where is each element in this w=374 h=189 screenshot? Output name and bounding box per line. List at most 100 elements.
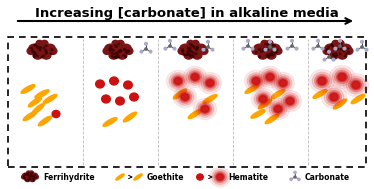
Ellipse shape xyxy=(247,45,249,47)
Ellipse shape xyxy=(202,106,209,112)
Ellipse shape xyxy=(275,52,276,53)
Ellipse shape xyxy=(276,77,290,89)
Ellipse shape xyxy=(171,75,185,87)
Ellipse shape xyxy=(251,88,275,110)
Ellipse shape xyxy=(33,51,34,53)
Ellipse shape xyxy=(128,50,129,51)
Ellipse shape xyxy=(261,40,268,46)
Ellipse shape xyxy=(340,49,341,50)
Ellipse shape xyxy=(251,47,254,50)
Ellipse shape xyxy=(264,48,267,51)
Ellipse shape xyxy=(273,48,276,51)
Ellipse shape xyxy=(116,57,117,58)
Ellipse shape xyxy=(266,74,274,80)
Ellipse shape xyxy=(317,45,319,47)
Ellipse shape xyxy=(33,56,35,57)
Ellipse shape xyxy=(267,48,268,49)
Ellipse shape xyxy=(278,78,288,88)
Ellipse shape xyxy=(336,55,337,56)
Ellipse shape xyxy=(202,48,205,51)
Ellipse shape xyxy=(145,48,147,50)
Ellipse shape xyxy=(361,40,363,43)
Ellipse shape xyxy=(259,46,275,57)
Ellipse shape xyxy=(269,46,271,48)
Ellipse shape xyxy=(327,49,328,50)
Ellipse shape xyxy=(110,47,111,48)
Ellipse shape xyxy=(256,93,270,105)
Ellipse shape xyxy=(115,57,117,58)
Ellipse shape xyxy=(346,76,366,94)
Ellipse shape xyxy=(275,106,282,112)
Ellipse shape xyxy=(323,58,326,61)
Ellipse shape xyxy=(102,95,110,103)
Ellipse shape xyxy=(33,51,34,52)
Ellipse shape xyxy=(328,50,330,53)
Ellipse shape xyxy=(195,44,206,53)
Ellipse shape xyxy=(49,48,57,54)
Ellipse shape xyxy=(361,46,363,48)
Ellipse shape xyxy=(114,45,116,46)
Ellipse shape xyxy=(329,51,338,59)
Ellipse shape xyxy=(116,46,117,47)
Ellipse shape xyxy=(203,47,204,49)
Ellipse shape xyxy=(181,94,188,100)
Ellipse shape xyxy=(112,56,113,58)
Ellipse shape xyxy=(117,51,127,59)
Ellipse shape xyxy=(33,180,34,181)
Ellipse shape xyxy=(330,93,338,101)
Ellipse shape xyxy=(267,43,269,45)
Ellipse shape xyxy=(21,85,35,93)
Ellipse shape xyxy=(25,177,30,182)
Ellipse shape xyxy=(245,85,259,93)
Ellipse shape xyxy=(263,71,277,83)
Ellipse shape xyxy=(265,43,266,45)
Ellipse shape xyxy=(331,44,332,46)
Ellipse shape xyxy=(192,40,199,46)
Ellipse shape xyxy=(328,92,340,102)
Ellipse shape xyxy=(261,51,262,52)
Ellipse shape xyxy=(294,171,296,174)
Ellipse shape xyxy=(46,51,47,53)
Ellipse shape xyxy=(271,103,285,115)
Ellipse shape xyxy=(254,44,265,53)
Ellipse shape xyxy=(324,88,344,106)
Ellipse shape xyxy=(32,178,33,179)
Ellipse shape xyxy=(28,173,29,174)
Ellipse shape xyxy=(124,49,125,50)
Ellipse shape xyxy=(343,50,345,52)
Ellipse shape xyxy=(264,48,266,50)
Ellipse shape xyxy=(252,78,260,84)
Ellipse shape xyxy=(191,55,193,56)
Ellipse shape xyxy=(169,45,171,47)
Ellipse shape xyxy=(197,174,203,180)
Ellipse shape xyxy=(51,49,53,50)
Ellipse shape xyxy=(262,42,272,48)
Ellipse shape xyxy=(340,53,341,55)
Ellipse shape xyxy=(332,58,335,61)
Ellipse shape xyxy=(352,81,360,89)
Ellipse shape xyxy=(214,171,226,183)
Ellipse shape xyxy=(109,51,119,59)
Ellipse shape xyxy=(330,46,346,57)
Ellipse shape xyxy=(291,40,293,42)
Ellipse shape xyxy=(339,40,341,42)
Ellipse shape xyxy=(180,44,191,53)
Ellipse shape xyxy=(35,44,36,46)
Ellipse shape xyxy=(345,48,353,54)
Ellipse shape xyxy=(251,110,265,118)
Ellipse shape xyxy=(348,51,349,53)
Ellipse shape xyxy=(120,44,131,53)
Ellipse shape xyxy=(187,47,189,49)
Ellipse shape xyxy=(187,53,188,54)
Ellipse shape xyxy=(291,45,293,47)
Ellipse shape xyxy=(215,173,225,181)
Ellipse shape xyxy=(191,45,193,46)
Ellipse shape xyxy=(24,177,25,178)
Ellipse shape xyxy=(263,49,264,50)
Ellipse shape xyxy=(266,54,268,56)
Ellipse shape xyxy=(274,48,282,54)
Ellipse shape xyxy=(310,70,334,92)
Ellipse shape xyxy=(193,51,202,59)
Ellipse shape xyxy=(192,52,193,53)
Ellipse shape xyxy=(191,74,199,80)
